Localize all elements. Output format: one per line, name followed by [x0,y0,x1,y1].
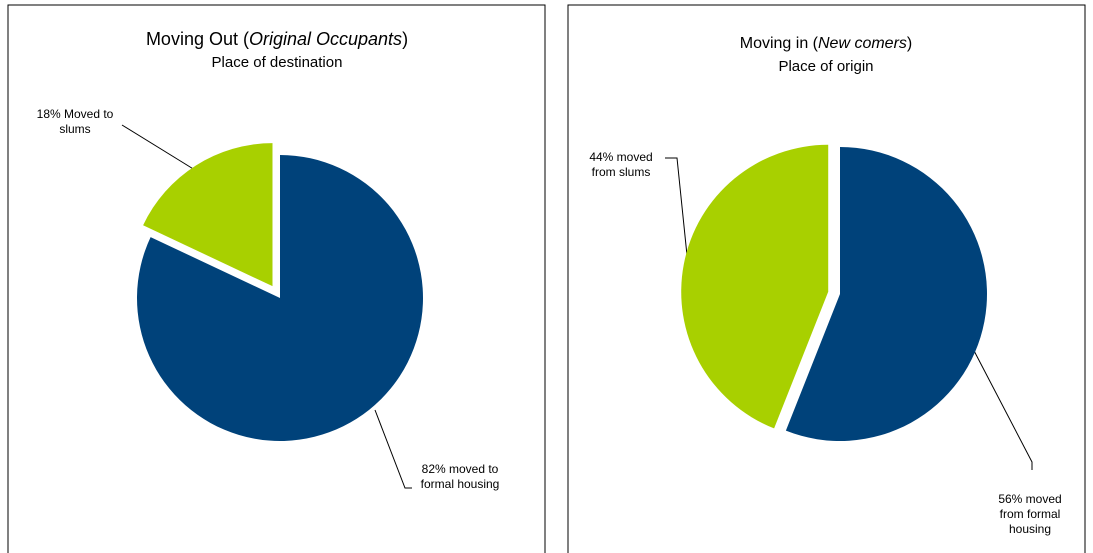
title-part: New comers [818,35,907,52]
leader-line [665,157,689,266]
pie-slice [137,155,424,441]
slice-label: 82% moved to formal housing [420,462,500,491]
chart-title: Moving Out (Original Occupants) [146,29,408,49]
title-part: ) [402,29,408,49]
leader-line [121,124,196,171]
title-part: Moving Out ( [146,29,249,49]
chart-subtitle: Place of origin [778,58,873,75]
panel-border [7,4,546,553]
leader-line [374,409,412,489]
pie-slice [785,147,987,441]
chart-subtitle: Place of destination [212,54,343,71]
slice-label: 18% Moved to slums [36,107,114,136]
pie-slice [681,144,829,429]
slice-label: 44% moved from slums [589,150,653,179]
panel-border [567,4,1086,553]
pie-slice [143,143,273,287]
title-part: Moving in ( [740,35,819,52]
title-part: Original Occupants [249,29,402,49]
leader-line [957,319,1033,470]
chart-title: Moving in (New comers) [740,35,912,52]
title-part: ) [907,35,912,52]
slice-label: 56% moved from formal housing [998,492,1062,536]
